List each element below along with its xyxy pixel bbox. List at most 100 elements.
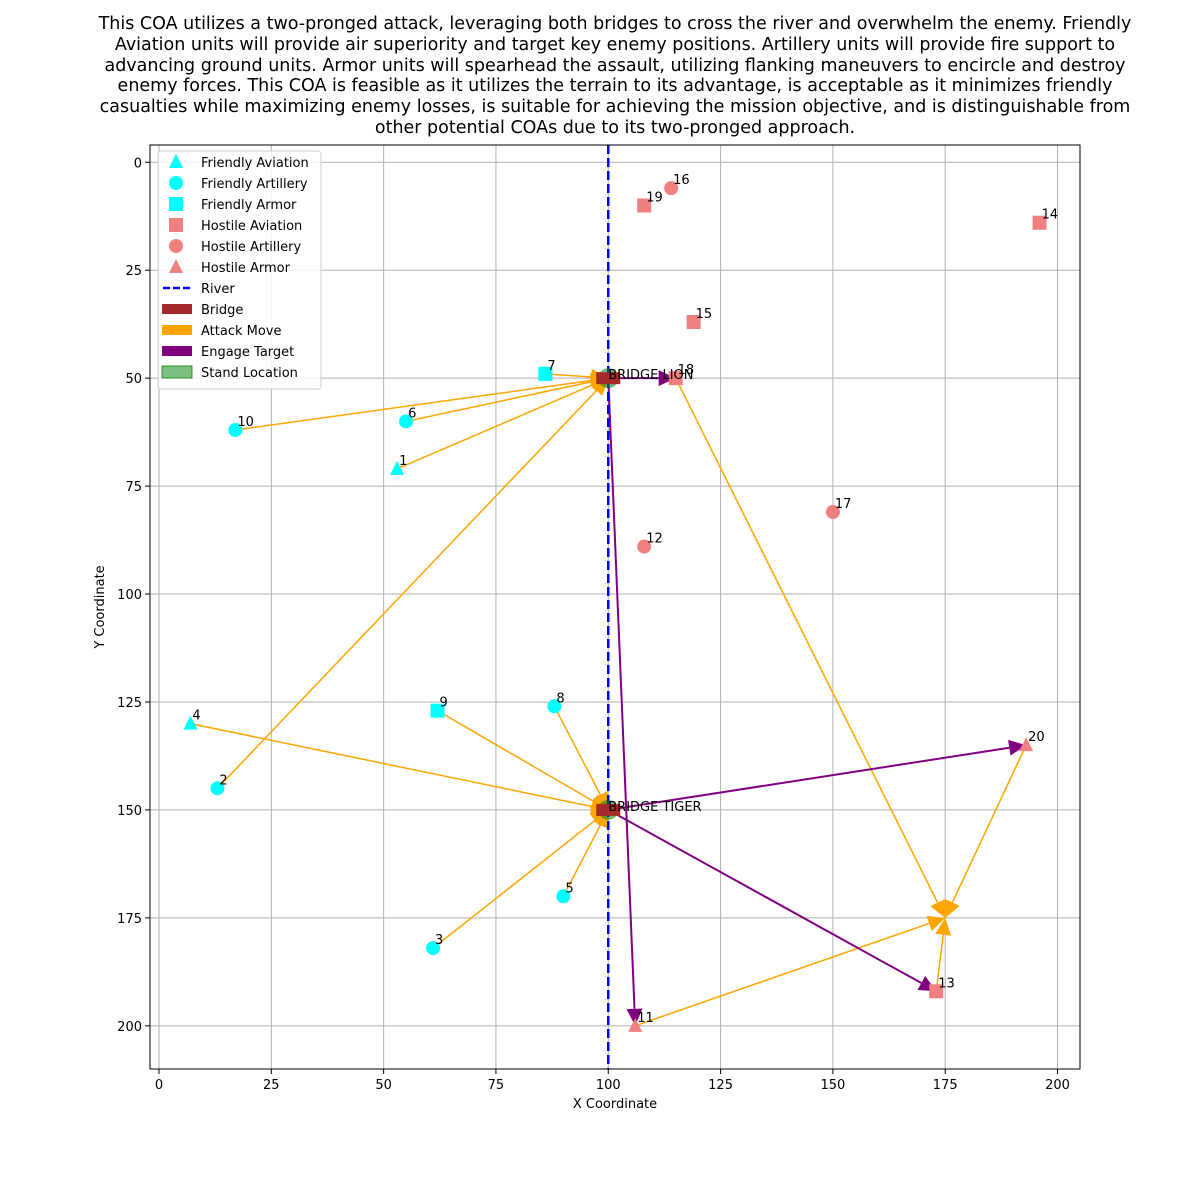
attack-move-arrow	[945, 744, 1027, 918]
attack-move-arrow-shaft	[396, 384, 593, 470]
legend-marker-swatch	[169, 218, 183, 232]
legend-label: Friendly Aviation	[201, 156, 309, 171]
attack-move-arrow-shaft	[562, 824, 602, 897]
engage-target-arrow-shaft	[607, 809, 922, 984]
friendly-artillery-marker	[547, 699, 562, 714]
engage-target-arrow-shaft	[607, 378, 636, 1009]
engage-target-arrow	[608, 739, 1027, 811]
attack-move-arrow-shaft	[951, 744, 1027, 903]
legend-label: Stand Location	[201, 366, 298, 381]
friendly-armor-marker	[430, 703, 445, 718]
attack-move-arrow-shaft	[437, 709, 594, 803]
y-tick-label: 50	[125, 372, 142, 387]
y-axis-label: Y Coordinate	[93, 565, 108, 649]
legend-entry: Hostile Artillery	[169, 239, 301, 255]
unit-id-label: 5	[565, 881, 573, 896]
unit-id-label: 18	[678, 363, 695, 378]
attack-move-arrow	[405, 373, 609, 423]
x-tick-label: 200	[1045, 1078, 1070, 1093]
engage-target-arrow-shaft	[608, 746, 1010, 811]
unit-id-label: 10	[237, 415, 254, 430]
unit-id-label: 15	[696, 307, 713, 322]
unit-id-label: 7	[547, 359, 555, 374]
hostile-artillery-marker	[825, 505, 840, 520]
y-tick-label: 150	[117, 804, 142, 819]
legend-entry: Attack Move	[162, 324, 282, 339]
legend-entry: Hostile Aviation	[169, 218, 302, 234]
legend-entry: Friendly Aviation	[169, 154, 309, 171]
legend-label: River	[201, 282, 235, 297]
x-tick-label: 175	[933, 1078, 958, 1093]
attack-move-arrow-head	[945, 899, 960, 918]
hostile-aviation-marker	[686, 315, 701, 330]
attack-move-arrow-shaft	[235, 379, 592, 431]
bridge-label: BRIDGE LION	[608, 368, 693, 383]
legend-label: Bridge	[201, 303, 243, 318]
friendly-artillery-marker	[426, 941, 441, 956]
legend-entry: River	[163, 282, 235, 297]
legend-entry: Friendly Armor	[169, 197, 297, 213]
unit-id-label: 11	[637, 1011, 654, 1026]
legend-entry: Hostile Armor	[169, 259, 291, 276]
unit-id-label: 16	[673, 173, 690, 188]
friendly-artillery-marker	[210, 781, 225, 796]
attack-move-arrow-shaft	[405, 380, 592, 423]
axis-ticks: 0 25 50 75 100 125 150 175 200025507510012515017…	[117, 156, 1070, 1093]
attack-move-arrow-shaft	[216, 389, 598, 789]
attack-move-arrow-shaft	[553, 705, 602, 796]
friendly-aviation-marker	[183, 715, 198, 730]
legend-label: Friendly Armor	[201, 198, 297, 213]
legend-stand-swatch	[161, 365, 193, 379]
attack-move-arrow-head	[930, 899, 946, 918]
friendly-artillery-marker	[228, 422, 243, 437]
unit-id-label: 6	[408, 406, 416, 421]
y-tick-label: 200	[117, 1020, 142, 1035]
attack-move-arrow-shaft	[935, 934, 944, 992]
attack-move-arrow	[634, 915, 946, 1027]
attack-move-arrow-head	[935, 917, 952, 936]
axes-frame	[149, 144, 1081, 1070]
y-tick-label: 0	[134, 156, 142, 171]
hostile-aviation-marker	[929, 984, 944, 999]
legend-entry: Engage Target	[162, 345, 294, 360]
unit-id-label: 13	[938, 976, 955, 991]
attack-move-arrow	[674, 377, 946, 918]
attack-move-arrow	[190, 722, 609, 815]
x-tick-label: 125	[708, 1078, 733, 1093]
friendly-artillery-marker	[556, 889, 571, 904]
legend-entry: Friendly Artillery	[169, 176, 308, 192]
attack-move-arrow	[432, 809, 609, 949]
hostile-aviation-marker	[668, 371, 683, 386]
hostile-artillery-marker	[637, 539, 652, 554]
engage-target-arrow-head	[626, 1008, 643, 1026]
chart-title: This COA utilizes a two-pronged attack, …	[98, 14, 1132, 138]
y-tick-label: 25	[125, 264, 142, 279]
legend-entry: Stand Location	[161, 365, 298, 381]
legend-label: Hostile Armor	[201, 261, 291, 276]
legend-marker-swatch	[169, 259, 183, 273]
unit-id-label: 9	[440, 696, 448, 711]
y-tick-label: 75	[125, 480, 142, 495]
unit-id-label: 17	[835, 497, 852, 512]
legend: Friendly Aviation Friendly Artillery Frien…	[157, 150, 322, 390]
unit-id-label: 14	[1042, 208, 1059, 223]
friendly-artillery-marker	[399, 414, 414, 429]
x-tick-label: 75	[488, 1078, 505, 1093]
attack-move-arrow	[935, 917, 952, 992]
unit-id-label: 12	[646, 532, 663, 547]
hostile-armor-marker	[1019, 737, 1034, 752]
friendly-armor-marker	[538, 366, 553, 381]
units-layer	[183, 181, 1047, 1032]
engage-target-arrow	[607, 809, 937, 992]
hostile-artillery-marker	[664, 181, 679, 196]
bridge-marker	[596, 372, 621, 385]
unit-id-label: 19	[646, 190, 663, 205]
legend-patch-swatch	[162, 325, 192, 335]
y-tick-label: 100	[117, 588, 142, 603]
x-tick-label: 0	[155, 1078, 163, 1093]
y-tick-label: 175	[117, 912, 142, 927]
legend-patch-swatch	[162, 346, 192, 356]
attack-move-arrow-shaft	[634, 922, 930, 1027]
